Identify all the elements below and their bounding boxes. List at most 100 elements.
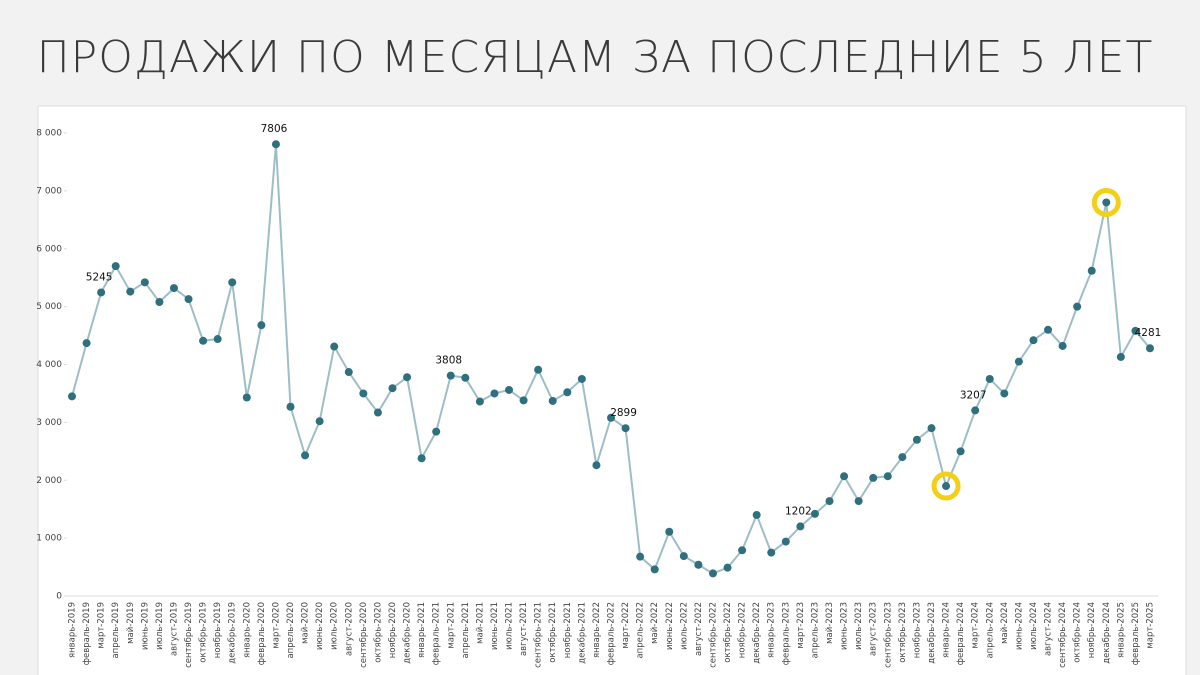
point [738,546,747,555]
x-tick-label: декабрь-2023 [927,602,937,664]
point [548,396,557,405]
point [665,527,674,536]
point [723,563,732,572]
point [927,424,936,433]
x-tick-label: март-2021 [446,602,456,649]
point [199,336,208,345]
x-tick-label: декабрь-2022 [752,602,762,664]
point [1044,325,1053,334]
x-tick-label: июль-2021 [505,602,515,650]
point [636,552,645,561]
x-tick-label: декабрь-2019 [228,602,238,664]
point [825,497,834,506]
x-tick-label: май-2022 [650,602,660,644]
x-tick-label: октябрь-2021 [548,602,558,663]
point [1029,336,1038,345]
x-tick-label: август-2021 [519,602,529,656]
x-tick-label: май-2019 [126,602,136,644]
y-tick-label: 0 [56,592,62,602]
point [373,408,382,417]
x-tick-label: ноябрь-2019 [213,602,223,658]
x-tick-label: февраль-2023 [781,602,791,665]
point [169,284,178,293]
x-tick-label: март-2020 [271,602,281,649]
data-label: 7806 [261,123,288,135]
point [1102,198,1111,207]
point [854,497,863,506]
x-tick-label: март-2023 [796,602,806,649]
x-tick-label: сентябрь-2023 [883,602,893,668]
chart-title: ПРОДАЖИ ПО МЕСЯЦАМ ЗА ПОСЛЕДНИЕ 5 ЛЕТ [37,32,1154,83]
x-tick-label: октябрь-2023 [898,602,908,663]
point [97,288,106,297]
y-tick-label: 6 000 [36,244,62,254]
x-tick-label: апрель-2024 [985,602,995,659]
point [461,373,470,382]
x-tick-label: январь-2025 [1116,602,1126,658]
point [1073,302,1082,311]
x-tick-label: октябрь-2024 [1073,602,1083,663]
y-tick-label: 7 000 [36,186,62,196]
point [82,339,91,348]
point [257,321,266,330]
data-label: 2899 [610,407,637,419]
point [126,287,135,296]
x-tick-label: декабрь-2020 [403,602,413,664]
x-tick-label: август-2024 [1044,602,1054,656]
point [315,417,324,426]
x-tick-label: июль-2019 [155,602,165,650]
point [388,384,397,393]
point [111,262,120,271]
y-tick-label: 8 000 [36,129,62,139]
x-tick-label: декабрь-2021 [577,602,587,664]
point [679,552,688,561]
data-label: 4281 [1135,327,1162,339]
x-tick-label: август-2023 [869,602,879,656]
x-tick-label: ноябрь-2021 [563,602,573,658]
point [403,373,412,382]
point [781,537,790,546]
point [140,278,149,287]
x-tick-label: январь-2024 [942,602,952,658]
y-tick-label: 1 000 [36,534,62,544]
point [971,406,980,415]
plot-panel [37,105,1187,675]
point [490,389,499,398]
x-tick-label: июнь-2020 [315,602,325,650]
data-label: 3207 [960,389,987,401]
x-tick-label: февраль-2020 [257,602,267,665]
point [942,482,951,491]
x-tick-label: апрель-2023 [810,602,820,659]
x-tick-label: октябрь-2019 [199,602,209,663]
x-tick-label: май-2020 [301,602,311,644]
x-tick-label: апрель-2021 [461,602,471,659]
point [446,371,455,380]
highlight-ring [931,471,961,501]
x-tick-label: август-2022 [694,602,704,656]
point [752,510,761,519]
point [563,388,572,397]
x-tick-label: июнь-2021 [490,602,500,650]
point [432,427,441,436]
x-tick-label: август-2019 [169,602,179,656]
data-label: 3808 [435,355,462,367]
point [475,397,484,406]
x-tick-label: июль-2023 [854,602,864,650]
data-label: 5245 [86,271,113,283]
point [607,413,615,422]
point [912,435,921,444]
point [213,335,222,344]
data-label: 1202 [785,505,812,517]
point [1087,266,1096,275]
point [708,569,717,578]
y-tick-label: 4 000 [36,360,62,370]
point [242,393,251,402]
x-tick-label: май-2023 [825,602,835,644]
x-tick-label: ноябрь-2023 [912,602,922,658]
point [592,461,601,470]
x-tick-label: апрель-2022 [636,602,646,659]
x-tick-label: май-2021 [475,602,485,644]
x-tick-label: июнь-2023 [840,602,850,650]
x-tick-label: март-2022 [621,602,631,649]
